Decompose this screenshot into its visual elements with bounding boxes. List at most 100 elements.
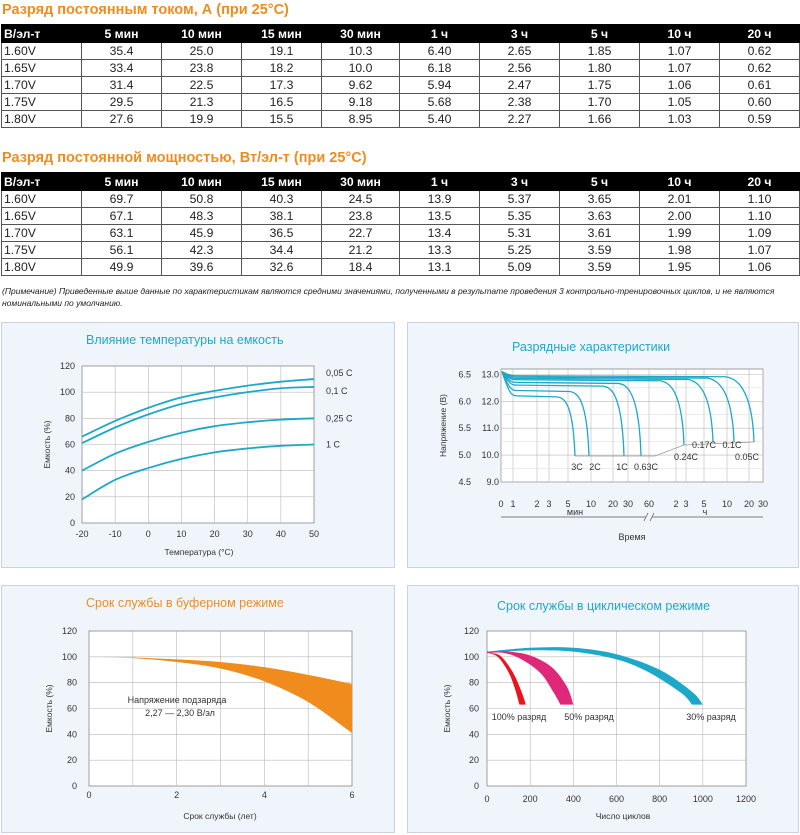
table-cell: 9.18 (321, 93, 400, 111)
series-label: 30% разряд (686, 712, 736, 722)
cutoff-line (575, 441, 755, 457)
x-tick-label: 0 (86, 790, 91, 800)
y-tick-label: 20 (65, 492, 75, 502)
table-row: 1.75V 29.5 21.3 16.5 9.18 5.68 2.38 1.70 1.05 0.6… (1, 93, 800, 111)
series-label: 0.17С (692, 440, 717, 450)
table-row: 1.65V 33.4 23.8 18.2 10.0 6.18 2.56 1.80 1.07 0.6… (1, 59, 800, 77)
series-line (81, 386, 315, 445)
annotation-line: 2,27 — 2,30 В/эл (145, 708, 215, 718)
table-cell: 3.63 (559, 207, 640, 225)
x-tick-label: 800 (652, 794, 667, 804)
table-cell: 24.5 (321, 190, 400, 208)
y-tick-label: 11.0 (482, 423, 499, 433)
x-axis-label: Срок службы (лет) (183, 811, 256, 821)
series-label: 0.1С (722, 440, 742, 450)
x-tick-label: 5 (701, 499, 706, 509)
chart-title: Влияние температуры на емкость (86, 333, 283, 347)
chart-title: Разрядные характеристики (512, 340, 670, 354)
table-cell: 1.07 (639, 59, 720, 77)
x-tick-label: 2 (174, 790, 179, 800)
x-tick-label: 1 (510, 499, 515, 509)
series-label: 0.05С (735, 452, 760, 462)
column-header: 1 ч (399, 172, 480, 191)
table-cell: 1.07 (719, 241, 800, 259)
y-tick-label: 100 (60, 387, 75, 397)
table-cell: 2.38 (479, 93, 560, 111)
x-tick-label: 2 (534, 499, 539, 509)
y-tick-label: 60 (469, 704, 479, 714)
table-cell: 19.9 (161, 110, 242, 128)
y-tick-label: 0 (474, 781, 479, 791)
table-cell: 1.03 (639, 110, 720, 128)
table-row: 1.75V 56.1 42.3 34.4 21.2 13.3 5.25 3.59 1.98 1.0… (1, 241, 800, 259)
table-cell: 23.8 (321, 207, 400, 225)
column-header: В/эл-т (1, 172, 82, 191)
table-cell: 1.05 (639, 93, 720, 111)
x-axis-label: Число циклов (596, 811, 651, 821)
column-header: 10 мин (161, 172, 242, 191)
table-cell: 17.3 (241, 76, 322, 94)
table-cell: 32.6 (241, 258, 322, 276)
table-row: 1.80V 27.6 19.9 15.5 8.95 5.40 2.27 1.66 1.03 0.5… (1, 110, 800, 128)
table-cell: 9.62 (321, 76, 400, 94)
series-label: 1С (616, 462, 628, 472)
series-label: 0,1 С (326, 386, 348, 396)
cycle-life-band (487, 652, 526, 705)
x-tick-label: 3 (546, 499, 551, 509)
table-cell: 1.09 (719, 224, 800, 242)
x-tick-label: 1200 (736, 794, 756, 804)
column-header: 5 ч (559, 172, 640, 191)
table-cell: 2.00 (639, 207, 720, 225)
table-cell: 2.47 (479, 76, 560, 94)
discharge-curve (501, 371, 755, 443)
cycle-life-chart: Срок службы в циклическом режиме 0 20 40 60 8… (442, 599, 756, 821)
series-label: 0,05 С (326, 368, 353, 378)
table-cell: 5.40 (399, 110, 480, 128)
column-header: 5 мин (81, 172, 162, 191)
series-label: 0.63С (634, 462, 659, 472)
cycle-life-band (487, 651, 574, 705)
column-header: 15 мин (241, 24, 322, 43)
table-cell: 22.7 (321, 224, 400, 242)
table-cell: 5.35 (479, 207, 560, 225)
y-tick-label: 60 (65, 440, 75, 450)
x-tick-label: 20 (210, 529, 220, 539)
x-tick-label: 20 (608, 499, 618, 509)
chart-title: Срок службы в циклическом режиме (497, 599, 710, 613)
y-tick-label: 120 (62, 626, 77, 636)
x-tick-label: 1000 (693, 794, 713, 804)
table-cell: 42.3 (161, 241, 242, 259)
cycle-life-panel: Срок службы в циклическом режиме 0 20 40 60 8… (407, 585, 799, 833)
column-header: 30 мин (321, 24, 400, 43)
table-cell: 25.0 (161, 42, 242, 60)
table-cell: 18.2 (241, 59, 322, 77)
x-tick-label: 40 (276, 529, 286, 539)
table-cell: 3.61 (559, 224, 640, 242)
table-cell: 0.61 (719, 76, 800, 94)
series-label: 100% разряд (492, 712, 547, 722)
table-row: 1.80V 49.9 39.6 32.6 18.4 13.1 5.09 3.59 1.95 1.0… (1, 258, 800, 276)
discharge-curve (501, 371, 685, 446)
table-row: 1.70V 63.1 45.9 36.5 22.7 13.4 5.31 3.61 1.99 1.0… (1, 224, 800, 242)
x-tick-label: -10 (109, 529, 122, 539)
column-header: В/эл-т (1, 24, 82, 43)
column-header: 15 мин (241, 172, 322, 191)
y-tick-label: 10.0 (481, 450, 499, 460)
x-tick-label: 6 (349, 790, 354, 800)
x-tick-label: 600 (609, 794, 624, 804)
table-cell: 6.18 (399, 59, 480, 77)
table-cell: 21.2 (321, 241, 400, 259)
table-cell: 1.85 (559, 42, 640, 60)
discharge-curve (501, 371, 642, 457)
table-cell: 1.65V (1, 59, 82, 77)
table-cell: 1.06 (639, 76, 720, 94)
table-cell: 1.10 (719, 190, 800, 208)
table-cell: 1.95 (639, 258, 720, 276)
table-cell: 56.1 (81, 241, 162, 259)
y-tick-label: 9.0 (486, 477, 499, 487)
table-cell: 18.4 (321, 258, 400, 276)
table-cell: 21.3 (161, 93, 242, 111)
float-life-band (89, 656, 352, 734)
